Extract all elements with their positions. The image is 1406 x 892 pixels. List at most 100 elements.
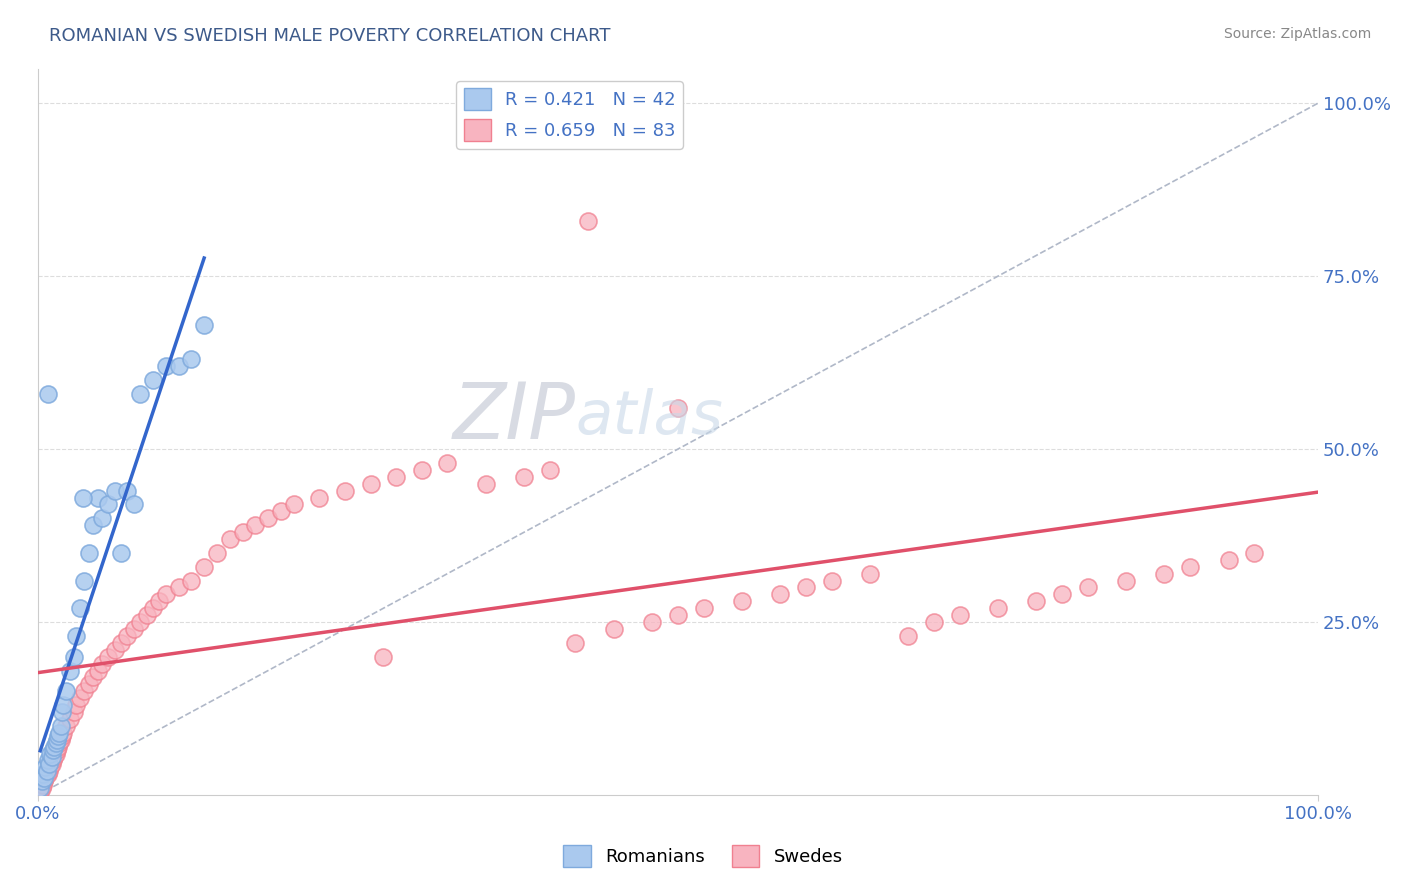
Point	[39, 747, 62, 761]
Point	[42, 754, 65, 768]
Point	[135, 608, 157, 623]
Point	[31, 781, 53, 796]
Point	[1178, 559, 1201, 574]
Point	[31, 767, 53, 781]
Point	[110, 546, 132, 560]
Point	[30, 781, 52, 796]
Point	[641, 615, 664, 629]
Point	[35, 764, 58, 778]
Point	[232, 525, 254, 540]
Point	[411, 463, 433, 477]
Point	[148, 594, 170, 608]
Point	[45, 736, 67, 750]
Point	[1077, 581, 1099, 595]
Point	[46, 739, 69, 754]
Point	[37, 386, 59, 401]
Point	[65, 629, 87, 643]
Point	[513, 469, 536, 483]
Point	[41, 756, 63, 771]
Point	[44, 750, 66, 764]
Point	[82, 670, 104, 684]
Point	[73, 684, 96, 698]
Point	[32, 774, 55, 789]
Point	[859, 566, 882, 581]
Point	[52, 698, 75, 712]
Point	[87, 664, 110, 678]
Point	[692, 601, 714, 615]
Point	[949, 608, 972, 623]
Point	[59, 664, 82, 678]
Point	[180, 574, 202, 588]
Point	[218, 532, 240, 546]
Point	[576, 213, 599, 227]
Point	[72, 491, 94, 505]
Point	[69, 691, 91, 706]
Point	[37, 754, 59, 768]
Point	[82, 518, 104, 533]
Point	[922, 615, 945, 629]
Point	[794, 581, 817, 595]
Point	[90, 657, 112, 671]
Point	[193, 318, 215, 332]
Point	[245, 518, 267, 533]
Point	[55, 719, 77, 733]
Point	[73, 574, 96, 588]
Point	[205, 546, 228, 560]
Point	[142, 373, 165, 387]
Point	[49, 719, 72, 733]
Point	[117, 483, 139, 498]
Point	[51, 705, 73, 719]
Point	[39, 760, 62, 774]
Point	[180, 352, 202, 367]
Point	[59, 712, 82, 726]
Point	[603, 622, 626, 636]
Point	[77, 677, 100, 691]
Point	[270, 504, 292, 518]
Point	[97, 649, 120, 664]
Point	[103, 642, 125, 657]
Point	[155, 587, 177, 601]
Point	[564, 636, 586, 650]
Point	[1243, 546, 1265, 560]
Point	[46, 729, 69, 743]
Point	[34, 760, 56, 774]
Point	[32, 771, 55, 785]
Point	[167, 581, 190, 595]
Point	[167, 359, 190, 373]
Point	[820, 574, 842, 588]
Point	[1025, 594, 1047, 608]
Point	[360, 476, 382, 491]
Point	[45, 732, 67, 747]
Point	[34, 771, 56, 785]
Point	[35, 767, 58, 781]
Point	[103, 483, 125, 498]
Point	[38, 756, 60, 771]
Point	[1115, 574, 1137, 588]
Point	[193, 559, 215, 574]
Point	[1153, 566, 1175, 581]
Point	[42, 743, 65, 757]
Point	[373, 649, 395, 664]
Point	[77, 546, 100, 560]
Point	[52, 726, 75, 740]
Point	[117, 629, 139, 643]
Point	[142, 601, 165, 615]
Point	[37, 767, 59, 781]
Point	[122, 622, 145, 636]
Point	[97, 498, 120, 512]
Point	[51, 729, 73, 743]
Point	[69, 601, 91, 615]
Point	[38, 764, 60, 778]
Text: atlas: atlas	[575, 388, 723, 447]
Text: ROMANIAN VS SWEDISH MALE POVERTY CORRELATION CHART: ROMANIAN VS SWEDISH MALE POVERTY CORRELA…	[49, 27, 610, 45]
Point	[110, 636, 132, 650]
Legend: R = 0.421   N = 42, R = 0.659   N = 83: R = 0.421 N = 42, R = 0.659 N = 83	[457, 81, 683, 149]
Point	[333, 483, 356, 498]
Point	[44, 739, 66, 754]
Text: Source: ZipAtlas.com: Source: ZipAtlas.com	[1223, 27, 1371, 41]
Point	[30, 784, 52, 798]
Text: ZIP: ZIP	[453, 379, 575, 455]
Point	[90, 511, 112, 525]
Point	[48, 726, 70, 740]
Point	[283, 498, 305, 512]
